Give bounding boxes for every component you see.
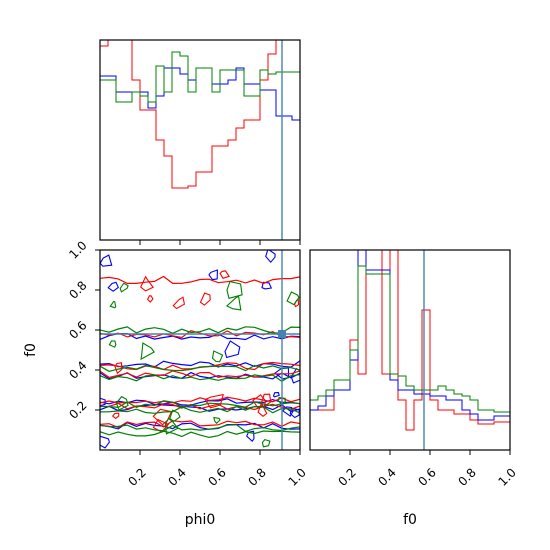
- joint-ytick-label-1: 0.4: [66, 358, 89, 381]
- joint-contour-island: [199, 292, 211, 306]
- joint-xtick-label-3: 0.8: [245, 465, 268, 488]
- joint-contour-island: [208, 269, 218, 281]
- y-axis-label-f0: f0: [23, 343, 39, 357]
- joint-contour-line: [100, 402, 300, 411]
- joint-ytick-label-2: 0.6: [66, 318, 89, 341]
- joint-contour-line: [100, 398, 300, 406]
- joint-contour-island: [289, 407, 300, 419]
- joint-contour-island: [109, 300, 117, 309]
- phi0-hist-series-0: [100, 40, 300, 189]
- joint-contour-island: [114, 362, 123, 375]
- joint-contour-island: [272, 392, 280, 398]
- joint-contour-island: [146, 295, 154, 303]
- f0-hist-series-2: [310, 265, 510, 413]
- joint-contour-island: [261, 281, 273, 290]
- f0-xtick-label-1: 0.4: [375, 465, 398, 488]
- joint-contour-line: [100, 405, 300, 414]
- joint-contour-line: [100, 420, 300, 429]
- joint-contour-island: [225, 295, 242, 311]
- f0-marginal-panel: 0.2 0.4 0.6 0.8 1.0: [309, 249, 519, 489]
- joint-contour-line: [100, 396, 300, 404]
- joint-contour-island: [111, 412, 120, 420]
- phi0-f0-joint-panel: 0.2 0.4 0.6 0.8 1.0 0.2 0.4 0.6 0.8 1.0: [66, 238, 309, 489]
- joint-contour-line: [100, 370, 300, 379]
- joint-contour-island: [286, 291, 300, 306]
- joint-contour-island: [107, 281, 119, 292]
- joint-contour-island: [224, 340, 241, 359]
- joint-xtick-label-1: 0.4: [165, 465, 188, 488]
- joint-xtick-label-0: 0.2: [125, 465, 148, 488]
- joint-contour-island: [169, 409, 181, 423]
- phi0-marginal-panel: [99, 39, 301, 245]
- f0-xtick-label-3: 0.8: [455, 465, 478, 488]
- joint-contour-island: [252, 394, 267, 409]
- f0-xtick-label-0: 0.2: [335, 465, 358, 488]
- joint-contour-island: [119, 282, 129, 293]
- joint-contour-island: [164, 417, 179, 435]
- joint-frame: [99, 249, 301, 451]
- joint-contour-island: [226, 280, 243, 299]
- joint-xtick-label-4: 1.0: [285, 465, 308, 488]
- joint-contour-island: [140, 342, 155, 361]
- joint-contour-line: [100, 275, 300, 285]
- f0-xtick-label-4: 1.0: [495, 465, 518, 488]
- joint-contour-island: [211, 350, 224, 363]
- joint-contour-island: [140, 275, 154, 292]
- joint-contour-island: [261, 438, 271, 448]
- joint-truth-marker: [278, 330, 286, 338]
- joint-contour-island: [100, 397, 106, 407]
- joint-ytick-label-0: 0.2: [66, 398, 89, 421]
- phi0-frame: [99, 39, 301, 241]
- joint-contour-line: [100, 421, 300, 430]
- joint-contour-island: [172, 296, 186, 310]
- joint-contour-line: [100, 364, 300, 372]
- joint-contour-island: [213, 416, 221, 425]
- joint-xtick-label-2: 0.6: [205, 465, 228, 488]
- joint-contour-island: [115, 395, 129, 411]
- f0-hist-series-0: [310, 250, 510, 431]
- joint-contour-line: [100, 374, 300, 383]
- f0-frame: [309, 249, 511, 451]
- joint-contour-line: [100, 430, 300, 439]
- joint-contour-island: [100, 254, 113, 267]
- phi0-hist-series-1: [100, 67, 300, 121]
- x-axis-label-f0: f0: [403, 512, 417, 528]
- joint-ytick-label-4: 1.0: [66, 238, 89, 261]
- x-axis-label-phi0: phi0: [185, 512, 216, 528]
- f0-hist-series-1: [310, 250, 510, 421]
- joint-contour-line: [100, 326, 300, 334]
- joint-contour-island: [265, 250, 276, 264]
- phi0-hist-series-2: [100, 51, 300, 103]
- joint-contour-island: [246, 430, 255, 443]
- joint-contour-island: [204, 393, 224, 409]
- joint-contour-island: [100, 435, 111, 449]
- joint-contour-line: [100, 332, 300, 341]
- f0-xtick-label-2: 0.6: [415, 465, 438, 488]
- joint-contour-line: [100, 400, 300, 409]
- joint-ytick-label-3: 0.8: [66, 278, 89, 301]
- joint-contour-island: [108, 340, 117, 348]
- joint-contour-line: [100, 424, 300, 433]
- joint-contour-island: [219, 270, 230, 279]
- joint-contour-island: [274, 367, 290, 380]
